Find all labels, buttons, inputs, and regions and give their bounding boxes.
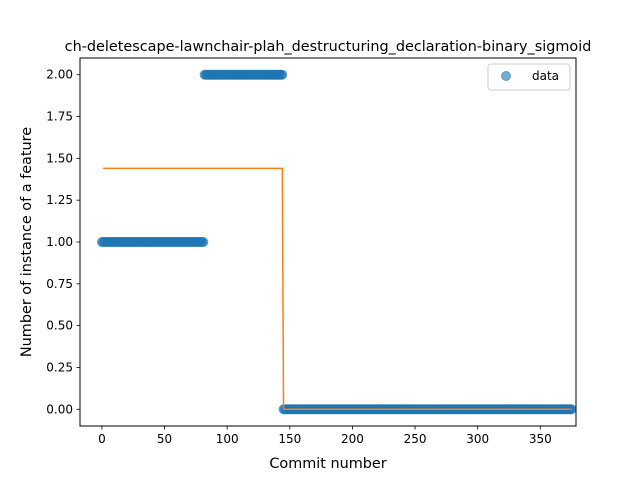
y-tick-label: 1.25 (46, 193, 73, 207)
x-tick-label: 50 (157, 432, 172, 446)
legend-marker-data (501, 71, 511, 81)
data-point (277, 69, 288, 80)
x-tick-label: 100 (216, 432, 239, 446)
chart-title: ch-deletescape-lawnchair-plah_destructur… (65, 39, 592, 55)
y-tick-label: 2.00 (46, 68, 73, 82)
legend-box (487, 63, 571, 91)
x-tick-label: 200 (341, 432, 364, 446)
x-tick-label: 350 (529, 432, 552, 446)
plot-frame (79, 57, 577, 427)
fit-line (103, 167, 572, 411)
y-tick-label: 0.00 (46, 402, 73, 416)
plot-area (96, 69, 577, 415)
y-tick-label: 1.50 (46, 151, 73, 165)
y-tick-label: 0.25 (46, 360, 73, 374)
y-axis-ticks: 0.00 0.25 0.50 0.75 1.00 1.25 1.50 1.75 2.00 (46, 68, 80, 416)
y-tick-label: 1.00 (46, 235, 73, 249)
x-axis-label: Commit number (269, 456, 386, 472)
x-tick-label: 150 (278, 432, 301, 446)
x-tick-label: 300 (466, 432, 489, 446)
x-axis-ticks: 0 50 100 150 200 250 300 350 (98, 426, 552, 446)
y-axis-label: Number of instance of a feature (19, 127, 35, 357)
x-tick-label: 0 (98, 432, 106, 446)
legend-label-data: data (532, 69, 559, 83)
x-tick-label: 250 (404, 432, 427, 446)
legend: data (487, 63, 571, 91)
y-tick-label: 0.50 (46, 319, 73, 333)
y-tick-label: 1.75 (46, 110, 73, 124)
data-point (198, 237, 209, 247)
y-tick-label: 0.75 (46, 277, 73, 291)
